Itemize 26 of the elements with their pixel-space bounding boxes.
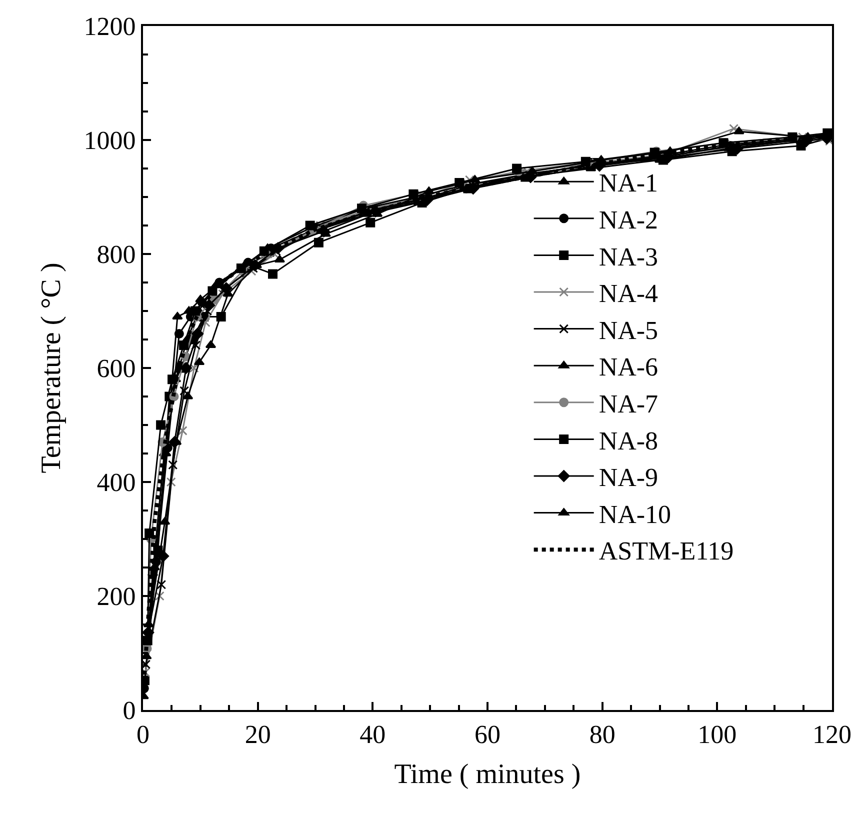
y-tick-label: 800 xyxy=(96,240,136,270)
x-tick-label: 100 xyxy=(698,720,737,750)
y-tick-label: 400 xyxy=(96,468,136,498)
legend-label: NA-3 xyxy=(598,242,658,272)
y-tick-label: 600 xyxy=(96,354,136,384)
legend-label: NA-5 xyxy=(598,316,658,345)
x-tick-label: 40 xyxy=(360,720,386,750)
y-axis-title: Temperature ( °C ) xyxy=(36,262,67,474)
legend-label: NA-1 xyxy=(598,168,658,198)
legend-label: NA-8 xyxy=(598,426,658,456)
x-tick-label: 80 xyxy=(589,720,616,750)
y-tick-label: 1000 xyxy=(84,126,136,156)
legend-label: ASTM-E119 xyxy=(598,536,734,566)
legend-label: NA-2 xyxy=(598,206,658,235)
legend-label: NA-7 xyxy=(598,390,658,419)
x-axis-title: Time ( minutes ) xyxy=(394,758,581,790)
y-tick-label: 200 xyxy=(96,582,136,612)
legend-label: NA-6 xyxy=(598,352,658,382)
y-tick-label: 0 xyxy=(122,696,136,726)
legend-label: NA-9 xyxy=(598,463,658,492)
legend-label: NA-4 xyxy=(598,279,658,308)
x-tick-label: 20 xyxy=(244,720,271,750)
x-tick-label: 120 xyxy=(812,720,852,750)
y-tick-label: 1200 xyxy=(84,12,136,42)
legend-label: NA-10 xyxy=(598,500,672,529)
x-tick-label: 60 xyxy=(474,720,500,750)
